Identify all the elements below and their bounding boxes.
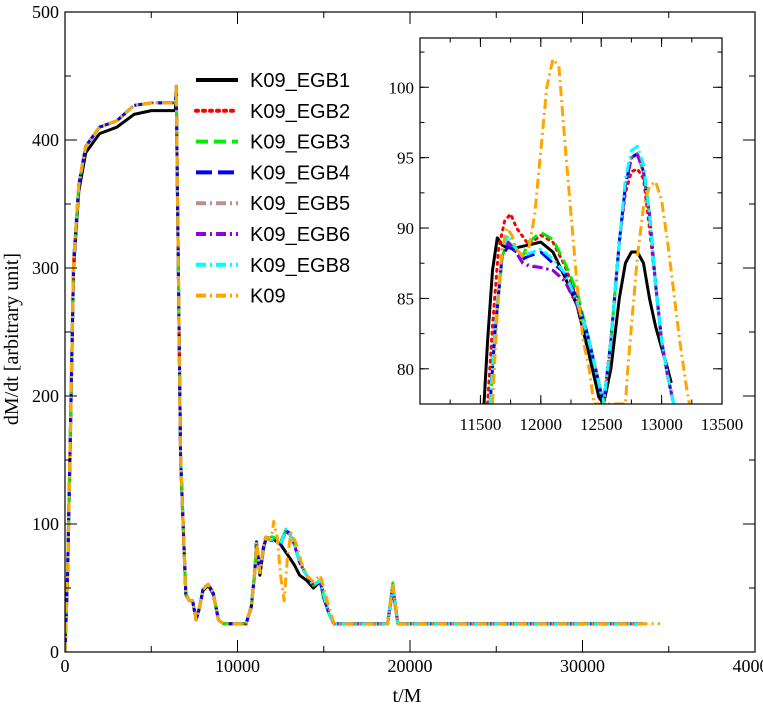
main-y-tick-label: 100 [32,514,59,534]
inset-y-tick-label: 80 [397,360,414,379]
inset-series-lines [482,57,691,404]
inset-x-tick-label: 12500 [580,415,623,434]
inset-x-tick-label: 13000 [640,415,683,434]
inset-line-k09 [491,57,691,404]
main-line-k09 [65,84,661,652]
main-y-tick-label: 0 [50,642,59,662]
main-x-tick-label: 0 [61,656,70,676]
legend-label: K09_EGB4 [250,162,350,184]
main-x-tick-label: 40000 [733,656,763,676]
main-y-tick-label: 300 [32,258,59,278]
legend-label: K09_EGB6 [250,224,350,246]
legend-label: K09_EGB8 [250,255,350,277]
inset-x-tick-label: 13500 [701,415,744,434]
inset-y-tick-label: 85 [397,289,414,308]
main-y-tick-label: 500 [32,2,59,22]
inset-line-k09-egb1 [482,236,673,404]
inset-y-tick-label: 100 [389,78,415,97]
x-axis-title: t/M [393,685,422,707]
legend-label: K09 [250,286,286,308]
main-x-tick-label: 30000 [560,656,605,676]
legend-label: K09_EGB1 [250,70,350,92]
inset-x-tick-label: 11500 [459,415,501,434]
legend: K09_EGB1 K09_EGB2 K09_EGB3 K09_EGB4 K09_EGB5… [194,70,350,308]
y-axis-title: dM/dt [arbitrary unit] [1,253,23,425]
inset-plot: 11500 12000 12500 13000 13500 80 85 90 95 100 [389,37,744,434]
inset-y-tick-label: 95 [397,149,414,168]
inset-x-tick-label: 12000 [520,415,563,434]
legend-label: K09_EGB5 [250,193,350,215]
main-plot: 0 10000 20000 30000 40000 0 100 200 300 400 500 [32,2,763,676]
inset-y-tick-label: 90 [397,219,414,238]
main-x-tick-label: 20000 [388,656,433,676]
legend-label: K09_EGB2 [250,101,350,123]
main-y-tick-label: 400 [32,130,59,150]
main-y-tick-label: 200 [32,386,59,406]
main-series-lines [65,84,661,652]
legend-label: K09_EGB3 [250,132,350,154]
main-x-tick-label: 10000 [215,656,260,676]
